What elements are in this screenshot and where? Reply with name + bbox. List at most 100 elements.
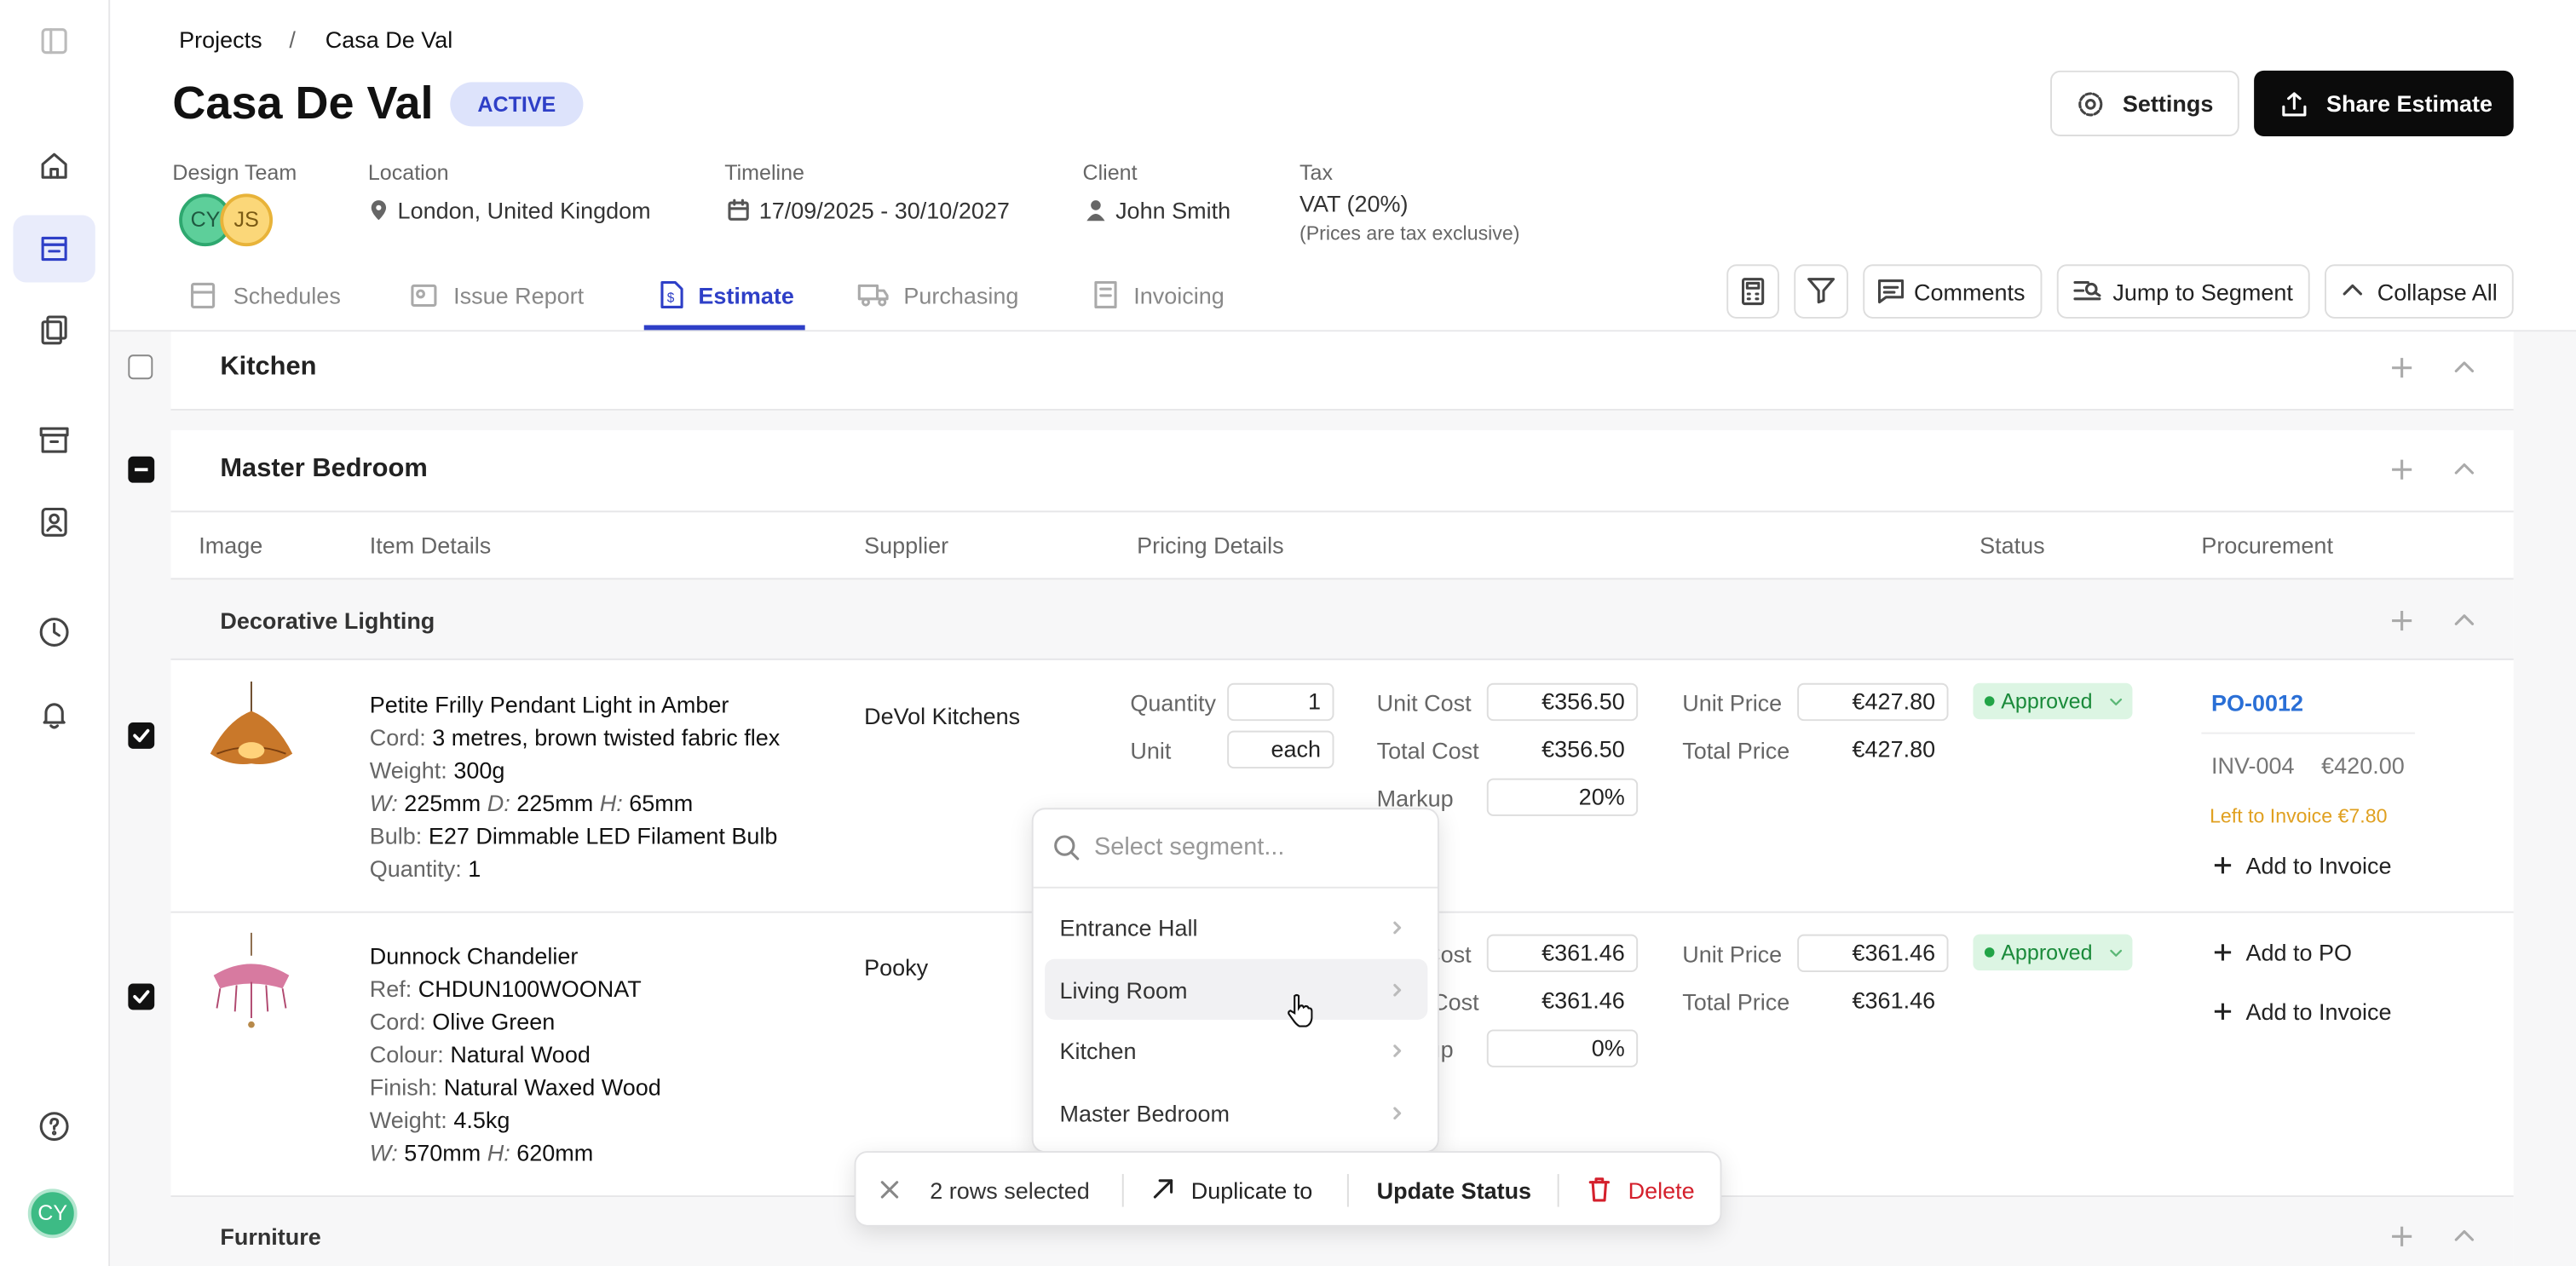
tab-underline [643,325,805,331]
status-dot [1984,947,1995,958]
pricing-input[interactable]: €361.46 [1797,934,1949,973]
pricing-label: Unit Cost [1376,689,1472,716]
section-row [170,331,2514,411]
share-icon [2282,92,2307,117]
home-icon[interactable] [37,149,71,182]
bell-icon[interactable] [37,698,71,731]
detail-value: 225mm [516,790,594,816]
tab[interactable]: Invoicing [1133,282,1225,309]
procurement-action[interactable]: Add to PO [2245,939,2353,966]
add-icon[interactable] [2392,1226,2412,1246]
add-icon[interactable] [2392,358,2412,378]
column-header: Image [199,532,263,559]
collapse-icon[interactable] [2454,361,2475,374]
close-icon[interactable] [880,1181,899,1199]
item-detail: Cord: 3 metres, brown twisted fabric fle… [370,724,781,751]
checkbox-checked[interactable] [128,983,155,1010]
status-label: Approved [2001,688,2093,714]
breadcrumb-current: Casa De Val [325,26,453,53]
item-image [213,932,290,1028]
team-avatar[interactable]: JS [220,193,274,247]
pricing-input[interactable]: €356.50 [1486,682,1639,722]
calculator-icon [1741,278,1765,306]
share-button[interactable] [2254,70,2514,136]
detail-value: Natural Waxed Wood [443,1073,661,1101]
group-title: Decorative Lighting [220,607,435,634]
tab[interactable]: Schedules [233,282,341,309]
pricing-input[interactable]: €361.46 [1486,934,1639,973]
checkbox[interactable] [128,354,153,380]
add-icon [2214,944,2232,961]
detail-value: 65mm [629,790,694,816]
add-icon [2214,1003,2232,1020]
collapse-icon[interactable] [2454,1229,2475,1243]
item-detail: W: 570mm H: 620mm [370,1140,593,1166]
breadcrumb-link[interactable]: Projects [179,26,262,53]
settings-icon [2078,92,2103,117]
tab[interactable]: Purchasing [903,282,1019,309]
help-icon[interactable] [37,1110,71,1143]
pricing-input[interactable]: 20% [1486,778,1639,816]
settings-button[interactable] [2050,70,2239,136]
add-icon[interactable] [2392,610,2412,631]
calculator-button[interactable] [1726,264,1779,319]
pricing-value: €427.80 [1852,735,1936,762]
chevron-up [2343,284,2362,296]
separator [1557,1174,1559,1207]
projects-icon[interactable] [37,232,71,265]
procurement-action[interactable]: Add to Invoice [2245,852,2392,879]
checkbox-partial[interactable] [128,456,155,483]
update-status-button[interactable]: Update Status [1376,1177,1532,1204]
jump-button[interactable] [2056,264,2310,319]
status-badge[interactable]: Approved [1973,934,2133,971]
selection-count: 2 rows selected [930,1177,1090,1204]
docs-icon[interactable] [37,314,71,347]
dropdown-option[interactable]: Entrance Hall [1059,914,1198,941]
pricing-input[interactable]: 1 [1227,682,1334,722]
detail-value: Olive Green [432,1008,556,1035]
po-link[interactable]: PO-0012 [2210,689,2304,716]
duplicate-button[interactable]: Duplicate to [1190,1177,1313,1204]
pricing-input[interactable]: €427.80 [1797,682,1949,722]
history-icon[interactable] [37,616,71,649]
dropdown-option[interactable]: Master Bedroom [1059,1099,1230,1126]
pricing-label: Total Price [1682,988,1790,1016]
comment-icon [1878,279,1905,304]
procurement-action[interactable]: Add to Invoice [2245,998,2392,1025]
collapse-icon[interactable] [2454,614,2475,627]
detail-label: H: [599,790,623,816]
pricing-input[interactable]: 0% [1486,1029,1639,1067]
collapse-icon[interactable] [41,28,67,55]
detail-label: D: [487,790,510,816]
contacts-icon[interactable] [37,506,71,539]
segment-dropdown: Select segment... Entrance Hall Living Ro… [1031,808,1439,1154]
archive-icon[interactable] [37,423,71,457]
user-avatar[interactable]: CY [27,1188,78,1239]
chevron-right [1393,1044,1402,1057]
pricing-label: Total Cost [1376,737,1479,764]
detail-label: Weight: [369,1107,447,1133]
filter-button[interactable] [1794,264,1848,319]
tab-active[interactable]: Estimate [698,282,794,309]
chevron-right [1393,982,1402,996]
collapse-icon[interactable] [2454,463,2475,476]
dropdown-option[interactable]: Kitchen [1059,1038,1137,1064]
search-input[interactable]: Select segment... [1094,833,1285,861]
add-icon[interactable] [2392,459,2412,480]
tab-icon: $ [660,280,683,308]
meta-label: Client [1082,159,1138,185]
item-detail: Weight: 300g [370,757,505,784]
toolbar-label: Collapse All [2377,279,2498,306]
tab[interactable]: Issue Report [453,282,585,309]
checkbox-checked[interactable] [128,722,155,749]
collapse-button[interactable] [2325,264,2514,319]
detail-label: Bulb: [369,822,423,849]
person-icon [1086,200,1105,222]
pricing-value: €356.50 [1542,735,1625,762]
status-badge[interactable]: Approved [1973,682,2133,720]
pricing-input[interactable]: each [1227,730,1334,769]
dropdown-option[interactable]: Living Room [1059,975,1188,1003]
delete-button[interactable]: Delete [1628,1177,1695,1204]
